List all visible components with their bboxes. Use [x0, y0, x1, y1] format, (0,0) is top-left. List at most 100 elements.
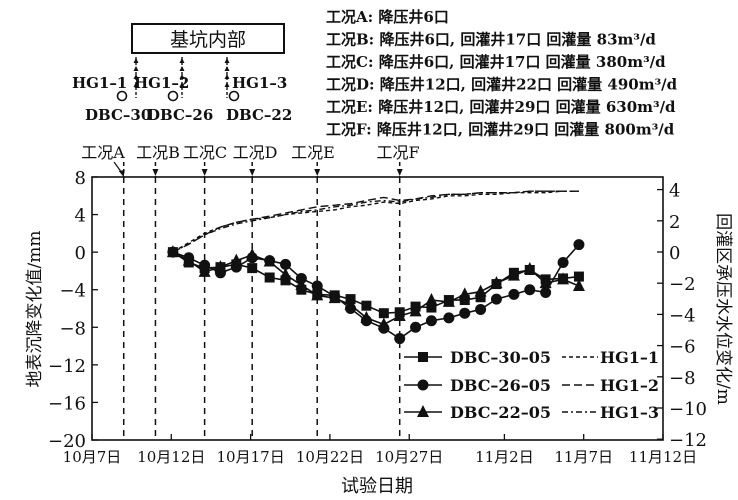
square-marker-icon	[378, 308, 389, 319]
condition-description: 工况F: 降压井12口, 回灌井29口 回灌量 800m³/d	[326, 121, 675, 139]
square-marker-icon	[475, 292, 486, 303]
triangle-marker-icon	[393, 309, 406, 322]
triangle-marker-icon	[198, 264, 211, 277]
condition-label: 工况B	[136, 143, 180, 162]
triangle-marker-icon	[246, 247, 259, 260]
up-arrow-icon	[224, 66, 230, 71]
up-arrow-icon	[179, 58, 185, 63]
condition-label: 工况A	[81, 143, 125, 162]
monitor-point-icon	[167, 90, 179, 102]
circle-marker-icon	[410, 321, 422, 333]
arrow-head-icon	[118, 170, 125, 177]
series-dbc-30-05	[167, 247, 584, 319]
square-marker-icon	[573, 271, 584, 282]
triangle-marker-icon	[377, 317, 390, 330]
triangle-marker-icon	[230, 253, 243, 266]
circle-marker-icon	[417, 379, 429, 391]
up-arrow-icon	[179, 82, 185, 87]
well-dbc-label: DBC–26	[147, 106, 213, 124]
triangle-marker-icon	[557, 272, 570, 285]
x-tick-label: 10月7日	[63, 448, 122, 466]
x-tick-label: 11月2日	[475, 448, 534, 466]
up-arrow-icon	[133, 74, 139, 79]
monitor-point-icon	[116, 90, 128, 102]
y2-tick-label: 4	[669, 181, 680, 202]
circle-marker-icon	[475, 303, 487, 315]
y-tick-label: −4	[59, 281, 86, 302]
well-hg-label: HG1–1	[72, 74, 127, 92]
circle-marker-icon	[540, 287, 552, 299]
condition-label: 工况C	[183, 143, 227, 162]
y-tick-label: −8	[59, 318, 86, 339]
circle-marker-icon	[425, 315, 437, 327]
triangle-marker-icon	[214, 260, 227, 273]
triangle-marker-icon	[425, 293, 438, 306]
y2-tick-label: −10	[669, 399, 707, 420]
arrow-head-icon	[201, 169, 208, 176]
x-axis-title: 试验日期	[341, 476, 413, 497]
triangle-marker-icon	[166, 245, 179, 258]
square-marker-icon	[280, 275, 291, 286]
triangle-marker-icon	[295, 278, 308, 291]
condition-description: 工况D: 降压井12口, 回灌井22口 回灌量 490m³/d	[326, 76, 678, 94]
series-line	[172, 190, 579, 253]
square-marker-icon	[459, 295, 470, 306]
well-dbc-label: DBC–22	[226, 106, 292, 124]
square-marker-icon	[361, 300, 372, 311]
series-legend: DBC–30–05 DBC–26–05 DBC–22–05 HG1–1 HG1–2 HG1…	[404, 348, 659, 422]
triangle-marker-icon	[263, 254, 276, 267]
legend-label: HG1–3	[600, 403, 659, 422]
triangle-marker-icon	[539, 276, 552, 289]
y2-tick-label: 0	[669, 243, 680, 264]
well-hg-label: HG1–2	[134, 74, 189, 92]
circle-marker-icon	[508, 288, 520, 300]
triangle-marker-icon	[344, 297, 357, 310]
triangle-marker-icon	[409, 304, 422, 317]
up-arrow-icon	[133, 82, 139, 87]
triangle-marker-icon	[360, 310, 373, 323]
y-tick-label: −20	[48, 431, 86, 452]
square-marker-icon	[247, 263, 258, 274]
square-marker-icon	[418, 352, 428, 362]
triangle-marker-icon	[311, 288, 324, 301]
circle-marker-icon	[443, 312, 455, 324]
y2-tick-label: −12	[669, 430, 707, 451]
legend-label: DBC–26–05	[450, 376, 551, 395]
condition-description: 工况C: 降压井6口, 回灌井17口 回灌量 380m³/d	[326, 53, 666, 71]
triangle-marker-icon	[458, 287, 471, 300]
condition-description: 工况A: 降压井6口	[326, 8, 449, 26]
condition-label: 工况F	[376, 143, 419, 162]
data-series	[166, 190, 585, 345]
up-arrow-icon	[224, 58, 230, 63]
y2-tick-label: −8	[669, 368, 696, 389]
triangle-marker-icon	[182, 253, 195, 266]
up-arrow-icon	[133, 66, 139, 71]
condition-label: 工况D	[233, 143, 278, 162]
triangle-marker-icon	[507, 268, 520, 281]
legend-label: DBC–30–05	[450, 348, 551, 367]
plot-frame	[91, 176, 664, 441]
square-marker-icon	[264, 272, 275, 283]
recharge-arrows	[133, 57, 230, 98]
arrow-head-icon	[396, 169, 403, 176]
axes: 8 4 0 −4 −8 −12 −16 −20 4 2 0 −2 −4 −6 −8 −10 −12 10月7日 10…	[48, 168, 707, 466]
up-arrow-icon	[224, 74, 230, 79]
arrow-head-icon	[152, 169, 159, 176]
y-tick-label: −16	[48, 393, 86, 414]
series-line	[172, 190, 579, 253]
triangle-marker-icon	[442, 294, 455, 307]
series-hg1-2	[172, 190, 579, 253]
x-tick-label: 11月12日	[629, 448, 697, 466]
triangle-marker-icon	[523, 262, 536, 275]
series-hg1-1	[172, 190, 579, 253]
triangle-marker-icon	[474, 284, 487, 297]
legend-label: DBC–22–05	[450, 403, 551, 422]
pit-box	[131, 23, 285, 54]
series-hg1-3	[172, 190, 579, 253]
circle-marker-icon	[280, 258, 292, 270]
y2-tick-label: −4	[669, 305, 696, 326]
y2-tick-label: 2	[669, 212, 680, 233]
up-arrow-icon	[179, 66, 185, 71]
